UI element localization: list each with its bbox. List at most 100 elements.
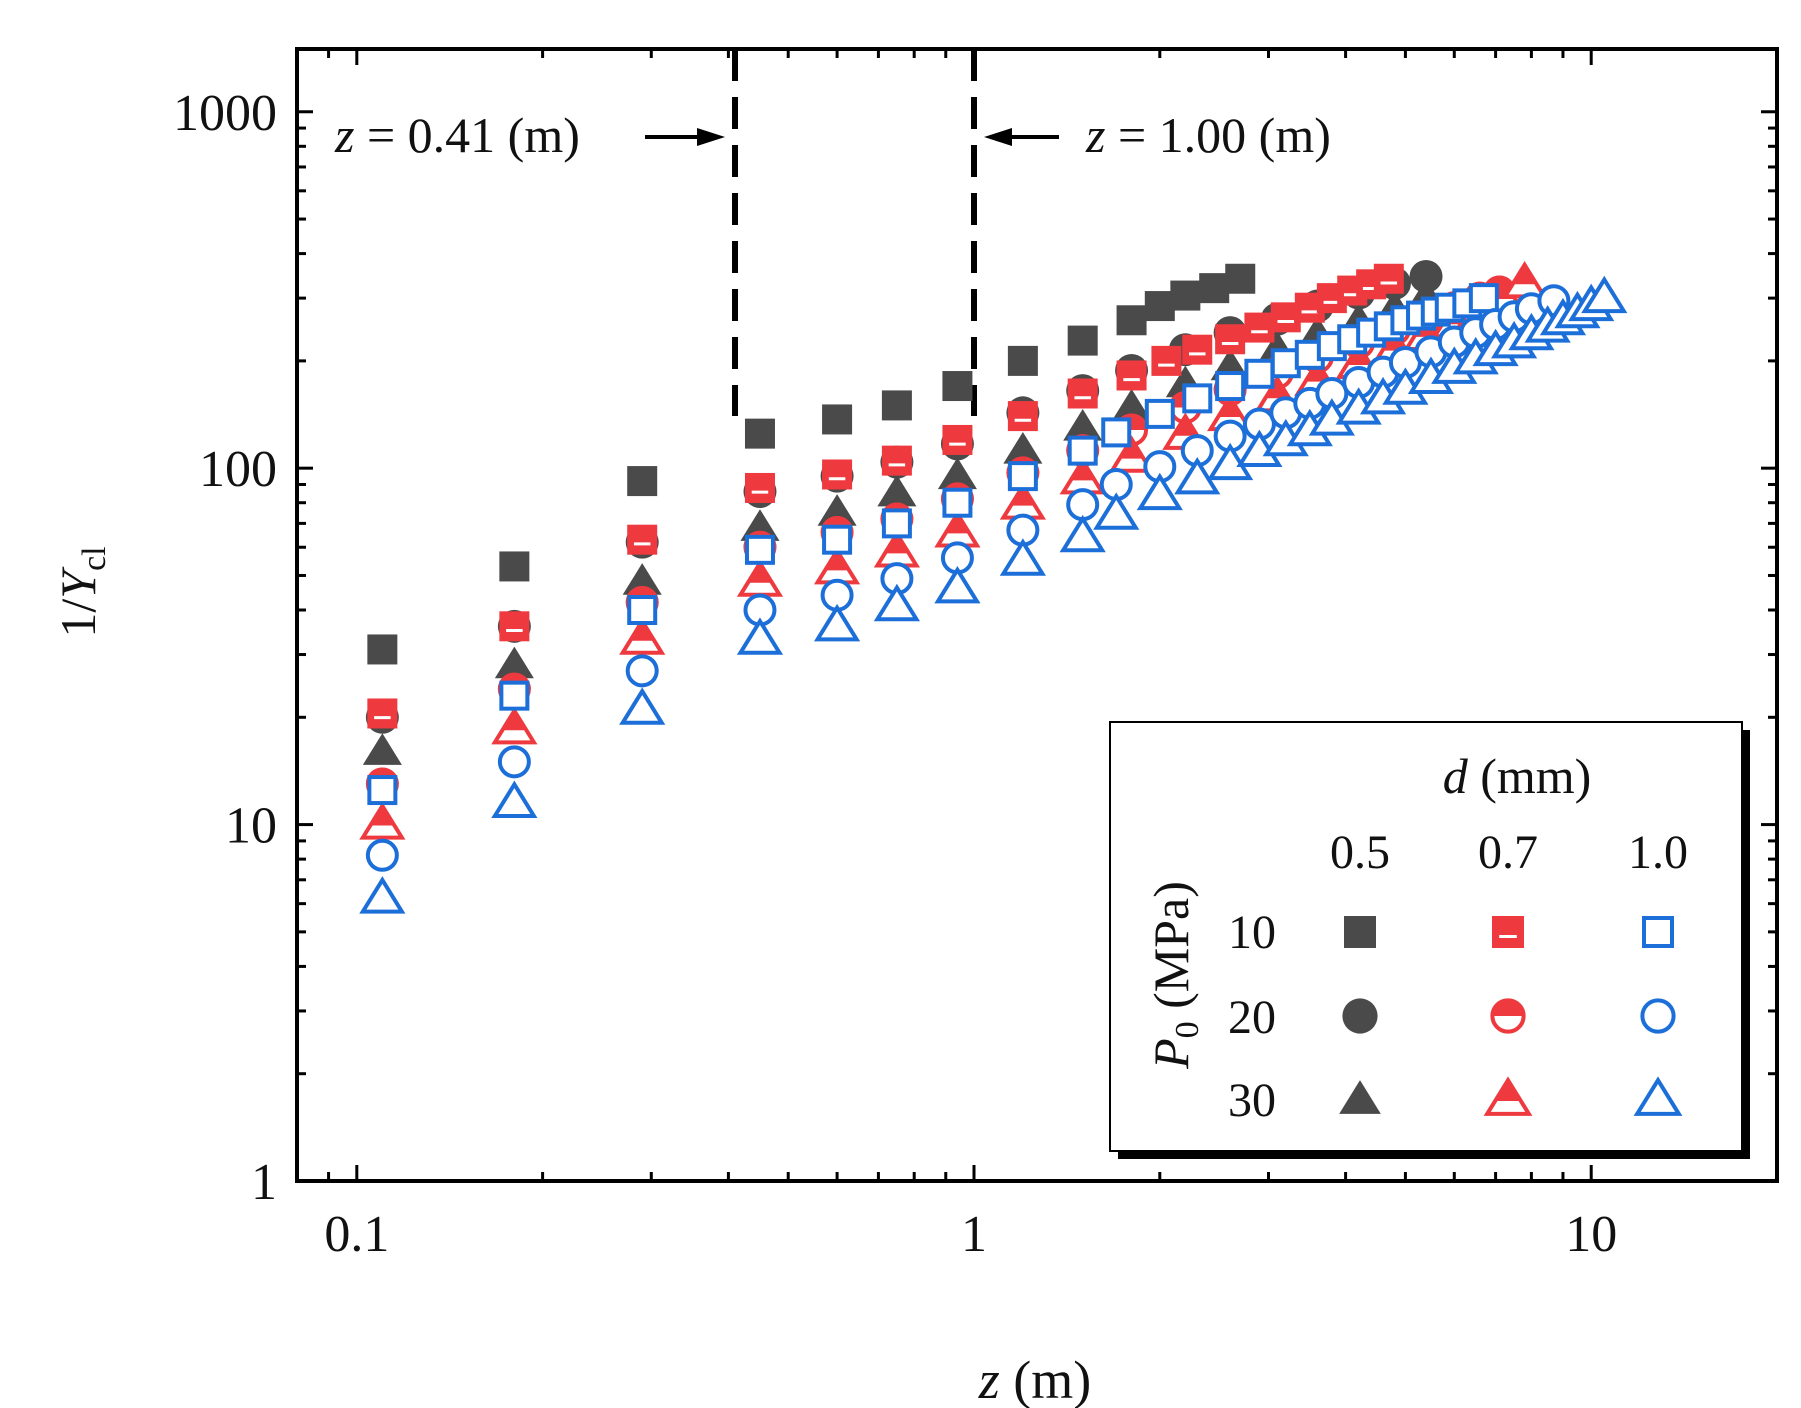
point-s5-3 (736, 559, 784, 597)
point-s5-11-half (1218, 397, 1243, 418)
point-s2-0 (362, 733, 402, 765)
legend-marker-2-0 (1642, 916, 1674, 948)
x-axis-label-var: z (978, 1350, 1000, 1408)
point-s0-13 (1225, 263, 1256, 294)
point-s7-1 (497, 745, 531, 779)
legend-marker-2-1 (1640, 998, 1676, 1034)
point-s3-10-body (1151, 345, 1182, 376)
legend-marker-1-2 (1483, 1076, 1533, 1116)
point-s6-0 (367, 775, 398, 806)
legend-marker-1-0 (1492, 916, 1524, 948)
point-s7-8 (1066, 488, 1100, 522)
point-s5-13-half (1305, 362, 1330, 382)
point-s3-9-body (1116, 360, 1147, 391)
legend-marker-2-2 (1633, 1076, 1683, 1116)
point-s0-3 (744, 418, 775, 449)
legend-markers (1339, 916, 1683, 1116)
point-s5-4-half (825, 550, 850, 571)
ref-label-100: z = 1.00 (m) (1085, 107, 1331, 163)
point-s6-2 (627, 595, 658, 626)
point-s6-9 (1101, 417, 1132, 448)
point-s5-6 (934, 510, 981, 548)
legend: d (mm) P0 (MPa) 0.5 0.7 1.0 10 20 30 (1109, 721, 1750, 1159)
point-s5-5-half (884, 533, 909, 554)
point-s6-5 (881, 508, 912, 539)
legend-row-header-unit: (MPa) (1143, 881, 1199, 1021)
point-s3-8-body (1067, 378, 1098, 409)
legend-row-label-1: 20 (1228, 991, 1276, 1044)
point-s2-3 (740, 509, 780, 541)
point-s6-11 (1182, 383, 1213, 414)
point-s3-19 (1373, 263, 1404, 294)
y-tick-label-1: 10 (225, 798, 277, 855)
point-s5-0-half (370, 805, 395, 826)
point-s0-11 (1170, 280, 1201, 311)
legend-col-header-unit: (mm) (1468, 748, 1592, 804)
ref-label-041: z = 0.41 (m) (334, 107, 580, 163)
point-s3-0-body (367, 698, 398, 729)
point-s3-0 (367, 698, 398, 729)
point-s8-7 (999, 538, 1046, 576)
point-s2-2 (622, 563, 662, 595)
point-s3-4 (822, 459, 853, 490)
point-s6-13 (1244, 358, 1275, 389)
point-s5-7-half (1010, 486, 1035, 506)
point-s3-13-body (1244, 312, 1275, 343)
point-s8-11 (1174, 457, 1221, 495)
point-s0-8 (1067, 325, 1098, 356)
point-s5-8-half (1070, 460, 1095, 481)
x-axis-label-unit: (m) (1000, 1350, 1091, 1408)
point-s6-6 (942, 487, 973, 518)
point-s6-8 (1067, 435, 1098, 466)
legend-col-header: d (mm) (1443, 748, 1592, 804)
y-axis-label: 1/Ycl (50, 546, 113, 637)
point-s5-6-half (945, 513, 970, 534)
point-s3-6-body (942, 424, 973, 455)
legend-col-header-var: d (1443, 748, 1469, 804)
x-tick-label-2: 10 (1565, 1206, 1617, 1263)
ref-label-100-rest: = 1.00 (m) (1105, 107, 1330, 163)
point-s8-0 (359, 876, 406, 914)
point-s3-5 (881, 445, 912, 476)
point-s6-7 (1007, 461, 1038, 492)
point-s0-6 (942, 371, 973, 402)
point-s8-30 (1581, 275, 1628, 314)
legend-box (1109, 721, 1743, 1152)
point-s2-6 (937, 457, 977, 490)
point-s3-12-body (1215, 324, 1246, 355)
point-s7-2 (625, 654, 659, 688)
legend-row-label-2: 30 (1228, 1074, 1276, 1127)
point-s0-5 (881, 390, 912, 421)
point-s3-10 (1151, 345, 1182, 376)
point-s2-7 (1003, 432, 1043, 464)
data-points (359, 259, 1628, 914)
point-s8-8 (1059, 514, 1106, 553)
legend-row-header-var: P (1143, 1038, 1199, 1070)
legend-marker-1-1 (1490, 998, 1526, 1034)
point-s6-12 (1215, 371, 1246, 402)
point-s2-4 (817, 494, 857, 526)
point-s0-12 (1199, 273, 1230, 304)
point-s3-8 (1067, 378, 1098, 409)
point-s8-10 (1136, 472, 1183, 511)
point-s2-9 (1112, 388, 1152, 421)
point-s6-1 (499, 680, 530, 711)
ref-label-100-var: z (1085, 107, 1105, 163)
point-s3-12 (1215, 324, 1246, 355)
point-s3-11 (1182, 334, 1213, 365)
legend-row-header: P0 (MPa) (1143, 881, 1206, 1070)
legend-col-label-0: 0.5 (1330, 826, 1390, 879)
point-s3-1 (499, 611, 530, 642)
series-3 (367, 263, 1404, 729)
ref-arrow-head-0 (697, 128, 726, 146)
point-s7-0 (365, 838, 399, 872)
legend-col-label-2: 1.0 (1628, 826, 1688, 879)
point-s5-1-half (502, 710, 527, 731)
point-s0-10 (1144, 291, 1175, 322)
point-s2-1 (494, 646, 534, 679)
point-s8-6 (934, 565, 981, 604)
series-6 (367, 283, 1499, 806)
point-s1-16 (1409, 259, 1443, 293)
plot-frame (295, 47, 1779, 1183)
